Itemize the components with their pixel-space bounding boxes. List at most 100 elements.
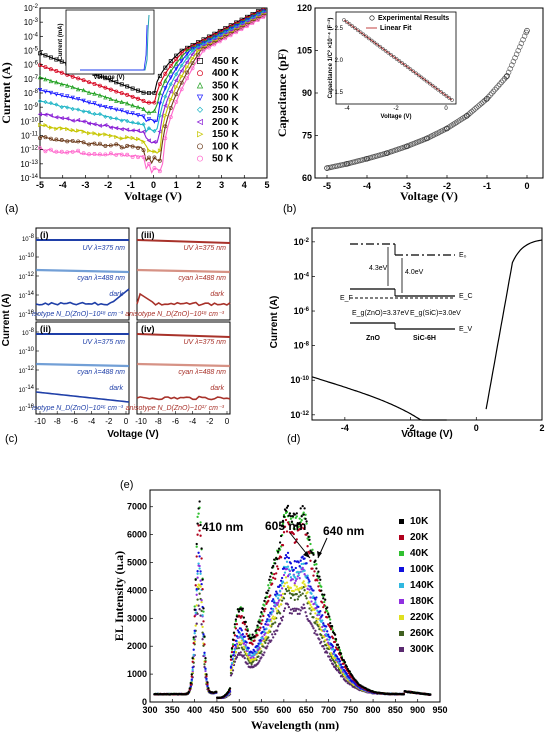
panel-e-point <box>282 584 286 588</box>
panel-b-inset-point <box>441 91 446 96</box>
panel-a-series-point <box>37 112 42 117</box>
panel-e-point <box>187 690 190 694</box>
panel-b-ylabel: Capacitance (pF) <box>275 49 289 137</box>
panel-e-point <box>314 559 317 562</box>
panel-e-point <box>238 653 242 656</box>
panel-e-point <box>302 562 305 565</box>
panel-e-point <box>294 566 297 570</box>
panel-e-point <box>279 603 283 606</box>
panel-e-point <box>226 690 230 694</box>
panel-e-point <box>321 593 324 596</box>
panel-e-point <box>278 584 282 587</box>
panel-e-point <box>303 569 306 572</box>
panel-e-point <box>203 643 206 646</box>
panel-e-point <box>314 612 317 615</box>
panel-e-point <box>194 624 197 627</box>
panel-c-xtick-label: 0 <box>225 417 230 426</box>
panel-b-inset-point <box>405 65 410 70</box>
panel-a-series-point <box>64 116 70 121</box>
panel-e-point <box>195 555 198 558</box>
panel-c-xtick-label: -2 <box>105 417 113 426</box>
panel-e-point <box>200 623 203 626</box>
panel-b-data-point <box>324 165 330 171</box>
panel-a-series-point <box>135 121 141 126</box>
panel-e-point <box>269 581 272 584</box>
panel-e-point <box>194 635 197 638</box>
panel-a-series-point <box>157 113 162 118</box>
panel-a-series-point <box>125 152 130 157</box>
panel-e-point <box>235 622 239 626</box>
panel-e-point <box>199 614 202 617</box>
panel-c-tag: (c) <box>5 433 18 445</box>
panel-a-series-point <box>86 109 92 115</box>
panel-b-ytick-label: 105 <box>297 46 312 56</box>
panel-e-point <box>328 615 331 618</box>
panel-e-point <box>276 592 279 595</box>
panel-e-point <box>233 623 237 626</box>
panel-e-point <box>301 555 304 558</box>
panel-a-series-point <box>76 107 81 112</box>
panel-e-point <box>318 581 321 585</box>
panel-e-point <box>326 616 329 619</box>
panel-a-series-point <box>157 82 162 86</box>
panel-a-series-point <box>103 76 108 81</box>
panel-d-ytick-label: 10-8 <box>294 341 310 351</box>
panel-e-point <box>322 597 325 600</box>
panel-b-inset-point <box>367 36 371 41</box>
panel-e-point <box>297 561 300 564</box>
panel-e-point <box>270 578 273 582</box>
panel-e-point <box>334 646 338 649</box>
panel-e-xtick-label: 350 <box>165 705 180 715</box>
panel-b-point <box>497 81 503 87</box>
peak-label-410: 410 nm <box>202 520 243 534</box>
panel-e-frame <box>149 489 441 703</box>
panel-e-point <box>324 598 327 601</box>
panel-e-point <box>247 656 250 659</box>
panel-e-xtick-label: 400 <box>187 705 202 715</box>
panel-e-point <box>309 603 312 607</box>
panel-e-point <box>205 673 208 676</box>
panel-a-series-point <box>146 110 152 115</box>
panel-e-point <box>236 608 240 611</box>
panel-b-point <box>467 110 473 116</box>
panel-b-point <box>503 74 509 80</box>
panel-e-point <box>294 609 297 612</box>
panel-b-inset-point <box>439 89 443 94</box>
panel-e-point <box>271 633 274 636</box>
panel-c-dark-label: dark <box>210 291 224 298</box>
panel-a-series-point <box>174 53 179 58</box>
panel-e-point <box>282 573 286 577</box>
panel-e-point <box>276 625 280 628</box>
panel-a-legend-label: 150 K <box>212 129 239 140</box>
panel-e-point <box>296 570 299 574</box>
panel-a-series-point <box>59 93 64 98</box>
panel-c-curves <box>35 239 231 403</box>
panel-b-ytick-label: 90 <box>302 88 312 98</box>
panel-e-point <box>336 669 340 672</box>
panel-e-point <box>319 626 322 629</box>
panel-c-frame-iii <box>136 227 231 321</box>
panel-a-series-point <box>75 117 81 123</box>
panel-a-series-point <box>48 100 53 106</box>
panel-a-series-point <box>81 87 86 93</box>
panel-d-ylabel: Current (A) <box>269 296 280 349</box>
panel-e-point <box>294 524 297 527</box>
panel-e-point <box>315 603 318 606</box>
panel-a-series-point <box>87 131 92 136</box>
panel-e-point <box>271 582 274 585</box>
panel-a-series-point <box>54 137 59 142</box>
band-diagram: E₀ E_C E_F E_V 4.3eV 4.0eV E_g(ZnO)=3.37… <box>340 243 473 342</box>
panel-e-point <box>342 659 346 662</box>
panel-b-point <box>470 107 477 113</box>
panel-a-series-point <box>130 135 135 141</box>
panel-a-series-point <box>124 127 130 132</box>
panel-a-series-point <box>234 30 239 35</box>
panel-e-point <box>190 678 193 681</box>
panel-a-series-point <box>136 88 141 93</box>
panel-a-series-point <box>174 99 179 104</box>
panel-a-series-point <box>130 154 135 159</box>
panel-e-point <box>272 598 275 601</box>
panel-e-point <box>265 627 268 630</box>
panel-a-series-point <box>108 115 113 121</box>
